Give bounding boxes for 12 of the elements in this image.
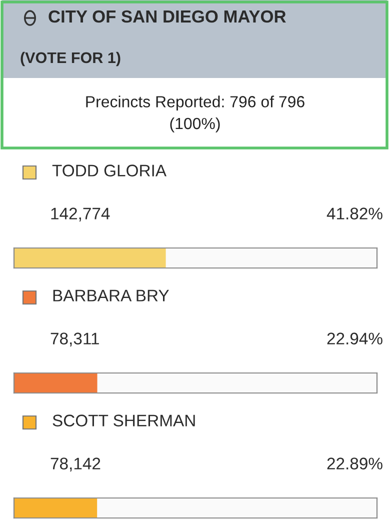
chart-subtitle: (VOTE FOR 1) (20, 52, 120, 66)
y-tick-label: TODD GLORIA (52, 164, 167, 176)
data-label: 41.82% (326, 208, 382, 220)
chart-title: CITY OF SAN DIEGO MAYOR (48, 10, 286, 23)
text: Precincts Reported: 796 of 796 (100%) (86, 96, 304, 132)
annotation: 78,142 (50, 458, 100, 472)
data-label: 22.94% (327, 332, 382, 344)
y-tick-label: SCOTT SHERMAN (52, 414, 195, 426)
annotation: 142,774 (51, 208, 110, 222)
annotation: 78,311 (50, 332, 99, 346)
data-label: 22.89% (327, 458, 382, 470)
y-tick-label: BARBARA BRY (53, 290, 169, 302)
